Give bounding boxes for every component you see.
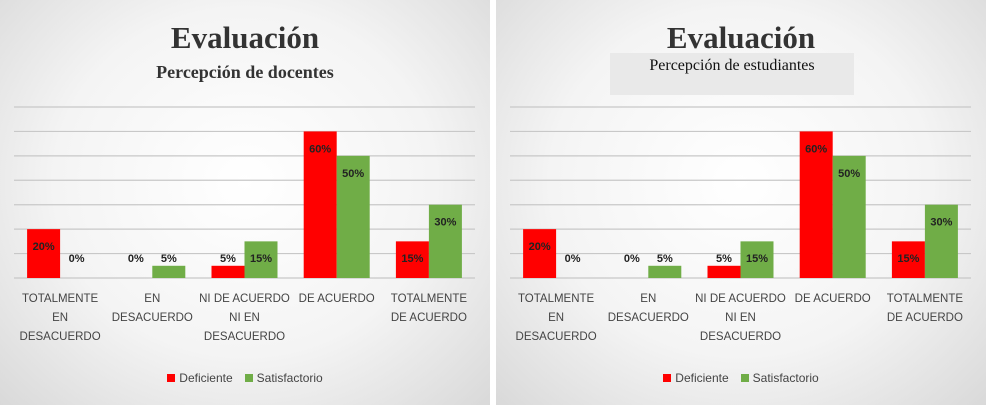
bar xyxy=(648,265,682,278)
bar xyxy=(395,241,429,278)
data-label: 5% xyxy=(161,253,177,265)
chart-subtitle: Percepción de estudiantes xyxy=(610,53,854,95)
legend-item: Deficiente xyxy=(167,371,233,385)
data-label: 5% xyxy=(716,253,732,265)
legend-swatch xyxy=(167,374,176,382)
data-label: 30% xyxy=(434,217,456,229)
data-label: 5% xyxy=(657,253,673,265)
data-label: 30% xyxy=(930,217,952,229)
data-label: 0% xyxy=(69,253,85,265)
bar xyxy=(152,265,186,278)
bar xyxy=(27,229,61,278)
bar xyxy=(924,204,958,278)
legend-label: Deficiente xyxy=(675,371,729,385)
legend-label: Satisfactorio xyxy=(256,371,323,385)
bar xyxy=(740,241,774,278)
x-tick-label: EN DESACUERDO xyxy=(111,293,193,324)
bar xyxy=(891,241,925,278)
x-tick-label: TOTALMENTE EN DESACUERDO xyxy=(515,293,597,343)
chart: 20% 0% 0% 5% 5% 15% 60% 50% 15% 30% xyxy=(510,106,971,279)
x-tick-label: EN DESACUERDO xyxy=(607,293,689,324)
legend-swatch xyxy=(244,374,253,382)
chart-title: Evaluación xyxy=(170,20,320,55)
legend-item: Deficiente xyxy=(663,371,729,385)
x-tick-label: DE ACUERDO xyxy=(794,293,871,305)
data-label: 60% xyxy=(309,143,331,155)
data-label: 20% xyxy=(33,241,55,253)
data-label: 0% xyxy=(624,253,640,265)
data-label: 5% xyxy=(220,253,236,265)
data-label: 60% xyxy=(805,143,827,155)
data-label: 0% xyxy=(565,253,581,265)
x-tick-label: NI DE ACUERDO NI EN DESACUERDO xyxy=(199,293,290,343)
data-label: 15% xyxy=(250,253,272,265)
bar xyxy=(707,265,741,278)
legend-swatch xyxy=(663,374,672,382)
chart-panel: 20% 0% 0% 5% 5% 15% 60% 50% 15% 30% Evaluación Perc… xyxy=(0,0,490,405)
bar xyxy=(523,229,557,278)
legend-label: Satisfactorio xyxy=(752,371,819,385)
x-tick-label: TOTALMENTE EN DESACUERDO xyxy=(19,293,101,343)
data-label: 50% xyxy=(838,168,860,180)
data-label: 15% xyxy=(897,253,919,265)
x-tick-label: TOTALMENTE DE ACUERDO xyxy=(886,293,964,324)
bar xyxy=(244,241,278,278)
legend-item: Satisfactorio xyxy=(740,371,819,385)
data-label: 20% xyxy=(529,241,551,253)
x-tick-label: TOTALMENTE DE ACUERDO xyxy=(390,293,468,324)
bar xyxy=(336,155,370,278)
chart-subtitle: Percepción de docentes xyxy=(156,62,334,82)
legend-swatch xyxy=(740,374,749,382)
data-label: 15% xyxy=(401,253,423,265)
bar xyxy=(211,265,245,278)
x-tick-label: DE ACUERDO xyxy=(298,293,375,305)
legend: Deficiente Satisfactorio xyxy=(0,371,490,385)
x-tick-label: NI DE ACUERDO NI EN DESACUERDO xyxy=(695,293,786,343)
legend-item: Satisfactorio xyxy=(244,371,323,385)
data-label: 15% xyxy=(746,253,768,265)
legend-label: Deficiente xyxy=(179,371,233,385)
bar xyxy=(799,131,833,278)
bar xyxy=(832,155,866,278)
chart-panel: 20% 0% 0% 5% 5% 15% 60% 50% 15% 30% Evaluación Perc… xyxy=(496,0,986,405)
legend: Deficiente Satisfactorio xyxy=(496,371,986,385)
chart: 20% 0% 0% 5% 5% 15% 60% 50% 15% 30% xyxy=(14,106,475,279)
data-label: 0% xyxy=(128,253,144,265)
bar xyxy=(303,131,337,278)
bar xyxy=(428,204,462,278)
chart-title: Evaluación xyxy=(666,20,816,55)
data-label: 50% xyxy=(342,168,364,180)
